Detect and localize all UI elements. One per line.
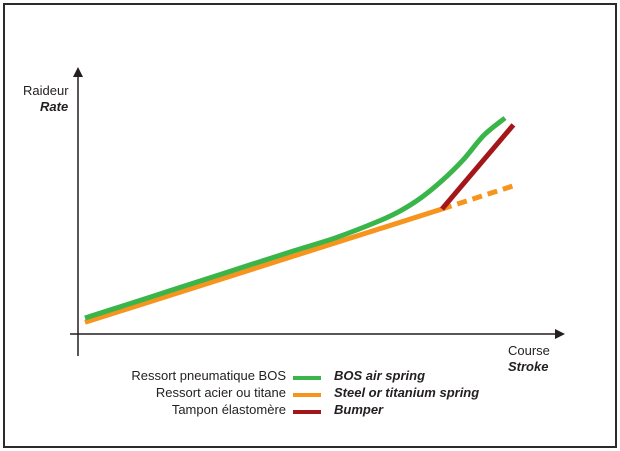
- y-axis-label-fr: Raideur: [23, 83, 69, 98]
- legend-label-fr-air: Ressort pneumatique BOS: [131, 368, 286, 383]
- chart-frame: [3, 3, 617, 448]
- series-line-air: [84, 116, 507, 321]
- legend-label-en-air: BOS air spring: [334, 368, 426, 383]
- x-axis-label-fr: Course: [508, 343, 550, 358]
- legend-swatch-air: [293, 376, 321, 380]
- legend-label-fr-bumper: Tampon élastomère: [171, 402, 286, 417]
- legend-label-fr-steel: Ressort acier ou titane: [155, 385, 286, 400]
- series-line-steel: [84, 206, 443, 325]
- legend-swatch-bumper: [293, 410, 321, 414]
- series-layer: [84, 116, 516, 325]
- legend-label-en-bumper: Bumper: [334, 402, 384, 417]
- series-line-steel-extension: [441, 183, 515, 212]
- legend-swatch-steel: [293, 393, 321, 397]
- x-axis-label-en: Stroke: [508, 359, 549, 374]
- y-axis-label-en: Rate: [40, 99, 69, 114]
- legend-label-en-steel: Steel or titanium spring: [334, 385, 480, 400]
- series-line-bumper: [440, 123, 516, 211]
